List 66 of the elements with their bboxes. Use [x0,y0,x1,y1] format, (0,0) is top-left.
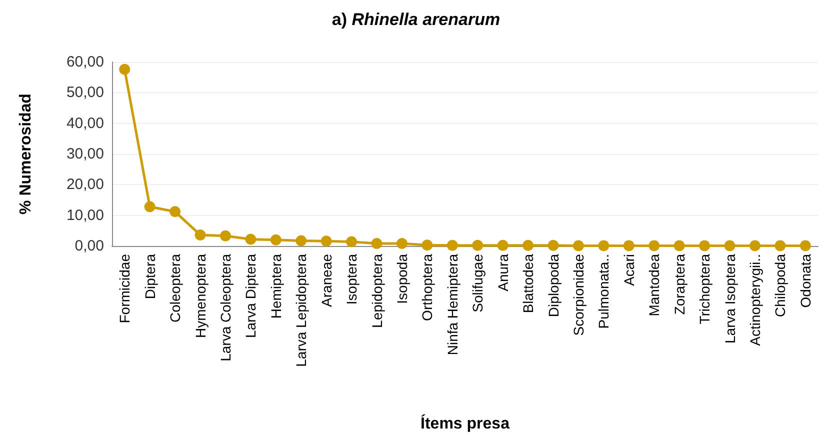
point [749,240,760,252]
point [220,230,231,242]
point [472,240,484,251]
x-tick-label: Isopoda [394,254,410,304]
point [623,240,634,252]
x-tick-label: Anura [494,254,511,292]
x-tick-label: Actinopterygii.. [746,254,763,346]
x-tick-label: Acari [620,254,637,286]
point [422,240,433,251]
point [396,238,408,250]
x-tick-label: Pulmonata.. [596,254,612,329]
x-tick-label: Orthoptera [419,254,436,321]
y-tick-label: 60,00 [66,54,104,70]
point [170,206,181,218]
point [674,240,685,252]
y-axis-title: % Numerosidad [18,94,34,214]
point [648,240,660,252]
x-tick-label: Araneae [318,254,334,307]
point [371,238,382,250]
x-tick-label: Scorpionidae [570,254,586,336]
x-tick-label: Diptera [142,254,158,300]
point [548,240,559,251]
x-tick-label: Blattodea [520,254,536,314]
y-tick-label: 30,00 [66,146,104,162]
chart-title: a) Rhinella arenarum [332,10,500,29]
y-tick-label: 10,00 [66,206,104,224]
y-tick-label: 0,00 [74,238,104,254]
point [296,235,307,246]
x-tick-label: Odonata [797,254,814,308]
point [598,240,610,252]
point [320,236,332,247]
point [699,240,710,252]
point [270,234,282,246]
x-tick-label: Hemiptera [268,254,284,319]
x-tick-label: Solifugae [470,254,486,312]
x-tick-label: Coleoptera [167,254,184,322]
point [245,234,256,245]
x-tick-label: Trichoptera [696,254,713,324]
x-tick-label: Larva Coleoptera [217,254,234,362]
x-axis-title: Ítems presa [420,414,510,432]
point [522,240,534,251]
x-tick-label: Mantodea [646,254,662,316]
x-tick-label: Larva Isoptera [722,254,738,344]
point [800,240,811,252]
point [497,240,508,251]
x-tick-label: Larva Diptera [242,254,259,338]
y-tick-label: 40,00 [66,114,104,132]
point [724,240,736,252]
x-tick-label: Zoraptera [671,254,688,315]
x-tick-label: Chilopoda [772,254,788,318]
point [194,229,206,240]
y-tick-label: 20,00 [66,176,104,194]
x-tick-label: Formicidae [116,254,133,324]
x-tick-label: Lepidoptera [368,254,385,328]
x-tick-label: Larva Lepidoptera [293,254,310,367]
point [144,201,156,212]
point [346,236,358,248]
point [446,240,458,251]
x-tick-label: Ninfa Hemiptera [444,254,460,356]
y-tick-label: 50,00 [66,84,104,102]
x-tick-label: Diplopoda [545,254,562,318]
point [572,240,584,252]
point [119,64,130,75]
x-tick-label: Hymenoptera [192,254,208,338]
point [774,240,786,252]
x-tick-label: Isoptera [344,254,360,305]
